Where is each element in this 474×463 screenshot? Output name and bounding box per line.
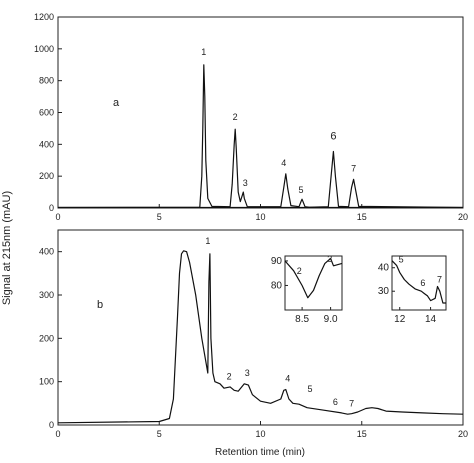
peak-label: 4 (285, 373, 290, 383)
y-tick-label: 200 (39, 333, 54, 343)
x-tick-label: 10 (255, 429, 265, 439)
peak-label: 2 (233, 112, 238, 122)
y-tick-label: 1200 (34, 12, 54, 22)
panel-label: b (97, 299, 103, 311)
peak-label: 7 (349, 399, 354, 409)
inset-x-tick-label: 8.5 (295, 314, 309, 325)
peak-label: 5 (299, 185, 304, 195)
chromatogram-trace (57, 64, 464, 209)
y-tick-label: 100 (39, 377, 54, 387)
peak-label: 3 (243, 178, 248, 188)
y-tick-label: 1000 (34, 44, 54, 54)
peak-label: 6 (333, 397, 338, 407)
inset-y-tick-label: 40 (378, 263, 390, 274)
y-axis-label: Signal at 215nm (mAU) (1, 191, 13, 305)
inset-frame (391, 255, 447, 311)
y-tick-label: 800 (39, 76, 54, 86)
peak-label: 2 (227, 372, 232, 382)
x-tick-label: 20 (458, 212, 468, 222)
peak-label: 5 (307, 384, 312, 394)
x-tick-label: 10 (255, 212, 265, 222)
inset-y-tick-label: 80 (271, 280, 283, 291)
x-tick-label: 20 (458, 429, 468, 439)
x-axis-label: Retention time (min) (215, 447, 305, 458)
peak-label: 1 (205, 236, 210, 246)
peak-label: 6 (330, 130, 336, 142)
inset-peak-label: 2 (297, 266, 302, 276)
y-tick-label: 200 (39, 171, 54, 181)
peak-label: 4 (281, 158, 286, 168)
y-tick-label: 400 (39, 139, 54, 149)
y-tick-label: 300 (39, 290, 54, 300)
inset-trace (391, 260, 446, 304)
inset-trace (284, 257, 343, 299)
inset-y-tick-label: 30 (378, 286, 390, 297)
x-tick-label: 5 (157, 429, 162, 439)
x-tick-label: 15 (357, 212, 367, 222)
x-tick-label: 0 (55, 212, 60, 222)
inset-peak-label: 6 (420, 278, 425, 288)
plot-frame (57, 16, 464, 209)
y-tick-label: 600 (39, 108, 54, 118)
panel-label: a (113, 97, 120, 109)
inset-x-tick-label: 14 (425, 314, 437, 325)
inset-x-tick-label: 9.0 (324, 314, 338, 325)
peak-label: 3 (245, 368, 250, 378)
x-tick-label: 15 (357, 429, 367, 439)
inset-plot: 8.5 9.0 80 90 2 3 (271, 254, 343, 325)
peak-label: 1 (201, 47, 206, 57)
inset-y-tick-label: 90 (271, 256, 283, 267)
y-tick-label: 0 (49, 420, 54, 430)
inset-x-tick-label: 12 (394, 314, 406, 325)
inset-peak-label: 7 (437, 275, 442, 285)
inset-frame (284, 255, 343, 311)
y-tick-label: 400 (39, 247, 54, 257)
x-tick-label: 0 (55, 429, 60, 439)
inset-peak-label: 5 (399, 254, 404, 264)
inset-plot: 12 14 30 40 5 6 7 (378, 254, 447, 325)
chromatogram-trace (57, 250, 464, 424)
inset-peak-label: 3 (327, 254, 332, 264)
x-tick-label: 5 (157, 212, 162, 222)
y-tick-label: 0 (49, 203, 54, 213)
peak-label: 7 (351, 163, 356, 173)
